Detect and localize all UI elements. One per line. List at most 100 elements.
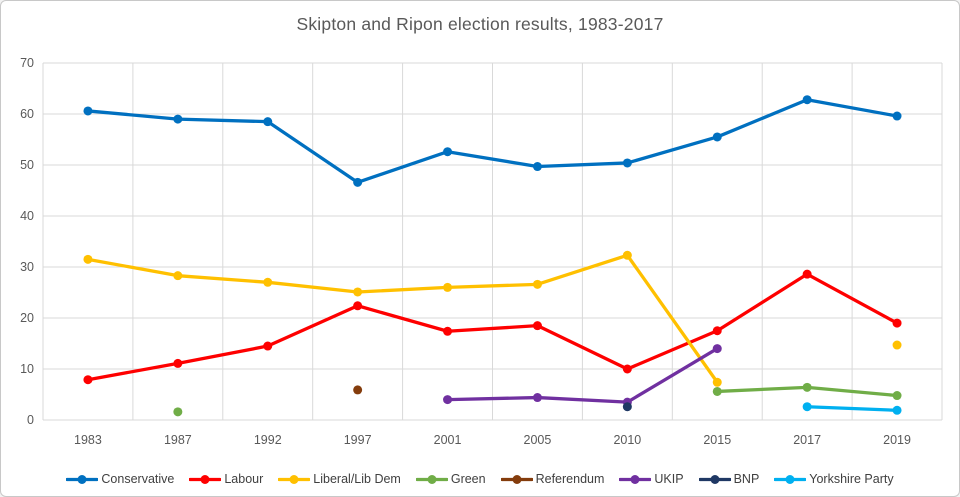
series-line-segment — [355, 304, 450, 333]
series-line-segment — [535, 323, 629, 371]
data-point-marker — [622, 158, 632, 168]
chart-title: Skipton and Ripon election results, 1983… — [296, 14, 664, 34]
data-point-marker — [353, 287, 363, 297]
series-line-segment — [86, 257, 180, 278]
legend-marker-icon — [189, 474, 222, 484]
legend-label: Liberal/Lib Dem — [313, 472, 401, 486]
series-line-segment — [625, 346, 719, 404]
data-point-marker — [892, 318, 902, 328]
y-axis-tick-label: 30 — [20, 260, 34, 274]
legend-label: Green — [450, 472, 486, 486]
series-line-segment — [715, 98, 809, 139]
y-axis-tick-label: 20 — [20, 311, 34, 325]
series-line-segment — [805, 385, 899, 398]
series-line-segment — [445, 395, 540, 402]
data-point-marker — [83, 375, 93, 385]
series-line-segment — [355, 285, 450, 294]
series-line-segment — [715, 385, 809, 394]
series-line-segment — [535, 395, 629, 404]
x-axis-tick-label: 1992 — [254, 433, 282, 447]
series-line-segment — [805, 98, 899, 118]
data-point-marker — [443, 147, 453, 157]
legend-label: Referendum — [535, 472, 605, 486]
legend-item: Referendum — [500, 472, 605, 486]
legend-label: Labour — [224, 472, 264, 486]
data-point-marker — [622, 402, 632, 412]
data-point-marker — [712, 344, 722, 354]
x-axis-tick-label: 2019 — [883, 433, 911, 447]
data-point-marker — [532, 279, 542, 289]
series-line-segment — [176, 344, 270, 366]
data-point-marker — [173, 271, 183, 281]
data-point-marker — [712, 377, 722, 387]
legend-item: Labour — [189, 472, 263, 486]
legend-item: UKIP — [619, 472, 684, 486]
x-axis-tick-label: 2005 — [524, 433, 552, 447]
series-line-segment — [625, 135, 719, 165]
series-line-segment — [535, 161, 629, 169]
x-axis-tick-label: 2015 — [703, 433, 731, 447]
data-point-marker — [712, 386, 722, 396]
series-line-segment — [535, 253, 629, 286]
data-point-marker — [173, 114, 183, 124]
legend-marker-icon — [619, 474, 652, 484]
data-point-marker — [622, 364, 632, 374]
data-point-marker — [353, 301, 363, 311]
legend-marker-icon — [415, 474, 448, 484]
legend-marker-icon — [66, 474, 99, 484]
series-line-segment — [625, 329, 719, 371]
series-line-segment — [176, 117, 270, 124]
legend-item: Green — [415, 472, 486, 486]
y-axis-tick-label: 50 — [20, 158, 34, 172]
x-axis-tick-label: 1987 — [164, 433, 192, 447]
series-line-segment — [445, 150, 540, 169]
data-point-marker — [532, 393, 542, 403]
legend-label: Conservative — [101, 472, 175, 486]
data-point-marker — [892, 405, 902, 415]
legend-item: Liberal/Lib Dem — [278, 472, 401, 486]
legend-marker-icon — [278, 474, 311, 484]
data-point-marker — [892, 340, 902, 350]
legend-marker-icon — [698, 474, 731, 484]
legend-marker-icon — [500, 474, 533, 484]
data-point-marker — [443, 326, 453, 336]
series-line-segment — [805, 272, 899, 325]
y-axis-tick-label: 40 — [20, 209, 34, 223]
series-line-segment — [445, 282, 540, 290]
series-line-segment — [805, 405, 899, 412]
series-line-segment — [445, 323, 540, 333]
data-point-marker — [892, 391, 902, 401]
data-point-marker — [173, 407, 183, 417]
legend-item: Yorkshire Party — [774, 472, 894, 486]
x-axis-tick-label: 2001 — [434, 433, 462, 447]
y-axis-tick-label: 70 — [20, 56, 34, 70]
data-point-marker — [802, 382, 812, 392]
data-point-marker — [712, 132, 722, 142]
series-line-segment — [266, 280, 360, 294]
legend-label: UKIP — [654, 472, 684, 486]
series-line-segment — [266, 304, 360, 348]
legend-label: BNP — [733, 472, 760, 486]
data-point-marker — [802, 269, 812, 279]
data-point-marker — [802, 95, 812, 105]
series-line-segment — [715, 272, 809, 333]
data-point-marker — [263, 341, 273, 351]
x-axis-tick-label: 2017 — [793, 433, 821, 447]
y-axis-tick-label: 0 — [27, 413, 34, 427]
y-axis-tick-label: 10 — [20, 362, 34, 376]
series-line-segment — [625, 253, 719, 384]
data-point-marker — [83, 254, 93, 264]
data-point-marker — [892, 111, 902, 121]
legend-label: Yorkshire Party — [809, 472, 894, 486]
series-line-segment — [86, 109, 180, 121]
legend-marker-icon — [774, 474, 807, 484]
data-point-marker — [173, 358, 183, 368]
data-point-marker — [443, 282, 453, 292]
series-line-segment — [266, 120, 360, 184]
data-point-marker — [443, 395, 453, 405]
data-point-marker — [532, 162, 542, 172]
data-point-marker — [83, 106, 93, 116]
data-point-marker — [712, 326, 722, 336]
